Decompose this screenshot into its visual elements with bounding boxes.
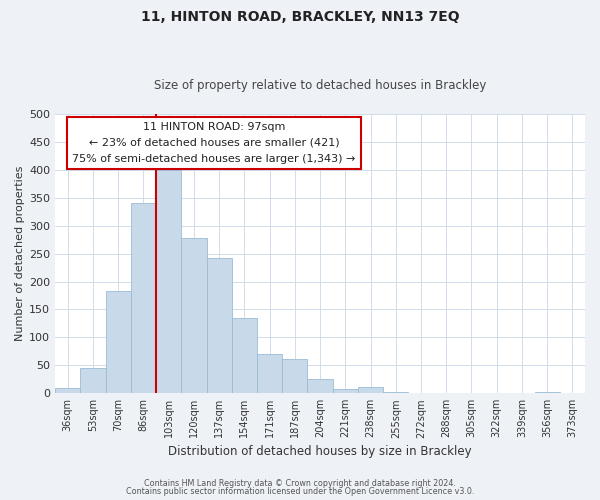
Bar xyxy=(181,238,206,393)
Text: 11 HINTON ROAD: 97sqm
← 23% of detached houses are smaller (421)
75% of semi-det: 11 HINTON ROAD: 97sqm ← 23% of detached … xyxy=(73,122,356,164)
Bar xyxy=(257,354,282,393)
Bar xyxy=(156,170,181,393)
Bar xyxy=(55,388,80,393)
Bar xyxy=(282,358,307,393)
Bar xyxy=(535,392,560,393)
Bar xyxy=(560,392,585,393)
Title: Size of property relative to detached houses in Brackley: Size of property relative to detached ho… xyxy=(154,79,486,92)
Text: 11, HINTON ROAD, BRACKLEY, NN13 7EQ: 11, HINTON ROAD, BRACKLEY, NN13 7EQ xyxy=(140,10,460,24)
Bar xyxy=(232,318,257,393)
Bar xyxy=(106,291,131,393)
Text: Contains public sector information licensed under the Open Government Licence v3: Contains public sector information licen… xyxy=(126,487,474,496)
Bar xyxy=(206,258,232,393)
Bar xyxy=(307,379,332,393)
Bar xyxy=(131,204,156,393)
X-axis label: Distribution of detached houses by size in Brackley: Distribution of detached houses by size … xyxy=(168,444,472,458)
Y-axis label: Number of detached properties: Number of detached properties xyxy=(15,166,25,342)
Bar xyxy=(80,368,106,393)
Bar xyxy=(383,392,409,393)
Bar xyxy=(409,392,434,393)
Bar xyxy=(358,387,383,393)
Text: Contains HM Land Registry data © Crown copyright and database right 2024.: Contains HM Land Registry data © Crown c… xyxy=(144,478,456,488)
Bar xyxy=(332,388,358,393)
